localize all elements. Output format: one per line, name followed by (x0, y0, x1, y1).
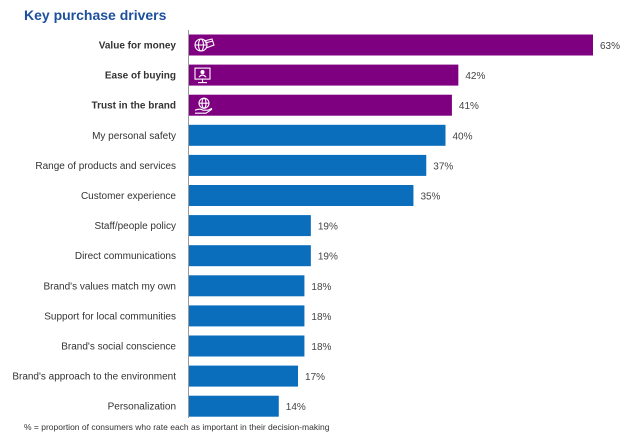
bar (189, 124, 446, 146)
category-label: Range of products and services (35, 161, 176, 172)
data-label: 19% (318, 222, 338, 233)
data-label: 42% (465, 71, 485, 82)
data-label: 35% (420, 192, 440, 203)
category-label: Customer experience (81, 191, 176, 202)
data-label: 40% (453, 131, 473, 142)
bar (189, 185, 414, 206)
bar (189, 34, 593, 56)
bar (189, 245, 311, 267)
globe-money-icon (194, 38, 215, 52)
data-label: 18% (311, 342, 331, 353)
bar (189, 365, 299, 387)
bar (189, 215, 311, 237)
computer-monitor-icon (194, 67, 211, 84)
category-label: Brand's values match my own (43, 281, 176, 292)
data-label: 37% (433, 161, 453, 172)
category-label: Ease of buying (105, 71, 176, 82)
bar (189, 154, 427, 176)
category-label: My personal safety (92, 131, 176, 142)
bar (189, 305, 305, 327)
chart-title: Key purchase drivers (24, 7, 167, 23)
hand-globe-icon (194, 97, 213, 114)
category-label: Brand's social conscience (61, 342, 176, 353)
data-label: 41% (459, 101, 479, 112)
data-label: 14% (286, 402, 306, 413)
bar (189, 64, 459, 86)
category-label: Personalization (108, 402, 176, 413)
data-label: 18% (311, 312, 331, 323)
data-label: 63% (600, 41, 620, 52)
footnote: % = proportion of consumers who rate eac… (24, 422, 330, 432)
category-label: Direct communications (75, 251, 176, 262)
category-label: Brand's approach to the environment (12, 372, 176, 383)
category-label: Staff/people policy (94, 221, 176, 232)
bar (189, 395, 279, 417)
category-label: Support for local communities (44, 311, 176, 322)
bar (189, 275, 305, 297)
bar (189, 94, 452, 116)
data-label: 19% (318, 252, 338, 263)
data-label: 17% (305, 372, 325, 383)
bar (189, 335, 305, 357)
data-label: 18% (311, 282, 331, 293)
category-label: Value for money (99, 41, 177, 52)
category-label: Trust in the brand (92, 101, 176, 112)
